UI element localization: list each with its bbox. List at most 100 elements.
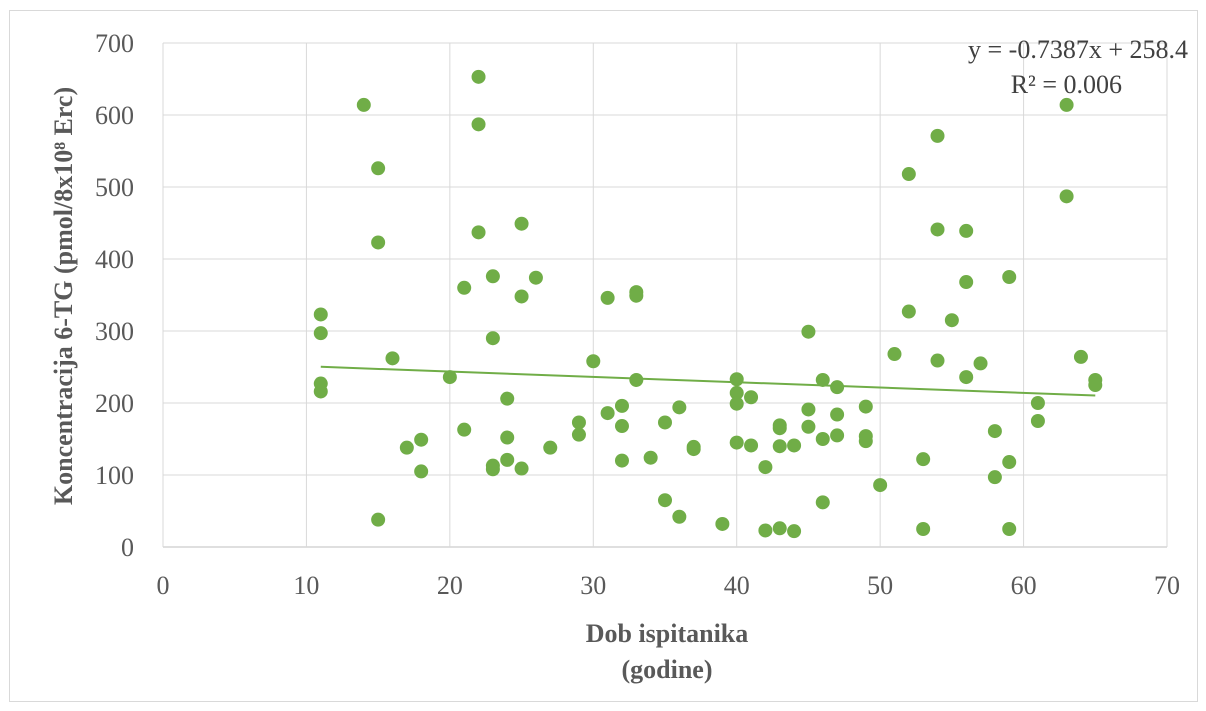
data-point <box>744 438 759 453</box>
x-tick-label: 40 <box>724 571 750 600</box>
data-point <box>801 402 816 417</box>
data-point <box>600 290 615 305</box>
x-tick-label: 70 <box>1154 571 1180 600</box>
data-point <box>1002 270 1017 284</box>
data-point <box>643 450 658 465</box>
data-point <box>399 440 414 455</box>
data-point <box>887 347 902 362</box>
data-point <box>600 406 615 421</box>
data-point <box>858 434 873 449</box>
data-points <box>313 69 1103 539</box>
data-point <box>830 407 845 422</box>
data-point <box>801 324 816 339</box>
data-point <box>1030 414 1045 428</box>
x-tick-label: 10 <box>293 571 319 600</box>
data-point <box>356 97 371 112</box>
data-point <box>787 524 802 539</box>
data-point <box>313 307 328 322</box>
data-point <box>916 522 931 536</box>
data-point <box>500 391 515 406</box>
data-point <box>815 432 830 446</box>
trendline <box>320 365 1096 397</box>
data-point <box>313 326 328 341</box>
data-point <box>901 304 916 319</box>
x-axis-title-line1: Dob ispitanika <box>586 619 749 648</box>
data-point <box>686 442 701 457</box>
y-tick-label: 100 <box>95 461 134 490</box>
data-point <box>815 372 830 387</box>
data-point <box>801 419 816 434</box>
data-point <box>528 270 543 285</box>
data-point <box>442 370 457 385</box>
data-point <box>514 461 529 476</box>
data-point <box>313 384 328 399</box>
data-point <box>672 509 687 524</box>
data-point <box>987 470 1002 485</box>
data-point <box>500 452 515 467</box>
data-point <box>457 422 472 437</box>
y-tick-label: 600 <box>95 101 134 130</box>
data-point <box>414 464 429 479</box>
data-point <box>744 390 759 405</box>
data-point <box>729 385 744 400</box>
data-point <box>944 313 959 328</box>
data-point <box>658 415 672 430</box>
data-point <box>1059 189 1074 204</box>
data-point <box>614 419 629 434</box>
data-point <box>830 380 845 395</box>
data-point <box>987 424 1002 439</box>
data-point <box>471 225 486 240</box>
data-point <box>772 521 787 536</box>
data-point <box>772 439 787 454</box>
y-axis-ticks: 0 100 200 300 400 500 600 700 <box>95 29 134 562</box>
data-point <box>873 478 888 493</box>
y-axis-title: Koncentracija 6-TG (pmol/8x10⁸ Erc) <box>49 87 78 505</box>
data-point <box>629 372 644 387</box>
data-point <box>959 223 974 238</box>
data-point <box>729 396 744 411</box>
data-point <box>571 427 586 442</box>
data-point <box>471 69 486 84</box>
gridlines <box>162 42 1168 548</box>
y-tick-label: 700 <box>95 29 134 58</box>
data-point <box>729 372 744 387</box>
data-point <box>629 288 644 303</box>
data-point <box>1059 97 1074 112</box>
x-tick-label: 20 <box>437 571 463 600</box>
data-point <box>571 415 586 430</box>
x-tick-label: 30 <box>580 571 606 600</box>
data-point <box>858 399 873 414</box>
y-tick-label: 300 <box>95 317 134 346</box>
data-point <box>1002 522 1017 536</box>
x-tick-label: 0 <box>157 571 170 600</box>
data-point <box>471 117 486 132</box>
data-point <box>514 216 529 231</box>
data-point <box>614 453 629 468</box>
data-point <box>485 462 500 477</box>
data-point <box>959 370 974 385</box>
data-point <box>901 167 916 182</box>
data-point <box>658 493 672 508</box>
y-tick-label: 0 <box>121 533 134 562</box>
trendline-equation: y = -0.7387x + 258.4 <box>968 35 1188 64</box>
data-point <box>1088 378 1103 392</box>
x-tick-label: 50 <box>867 571 893 600</box>
data-point <box>916 452 931 467</box>
data-point <box>614 398 629 413</box>
data-point <box>930 128 945 143</box>
data-point <box>815 495 830 510</box>
data-point <box>715 516 730 531</box>
data-point <box>485 331 500 346</box>
chart-area <box>9 10 1198 702</box>
data-point <box>758 523 773 538</box>
x-tick-label: 60 <box>1011 571 1037 600</box>
data-point <box>729 435 744 450</box>
data-point <box>672 400 687 415</box>
data-point <box>772 421 787 436</box>
data-point <box>514 289 529 304</box>
data-point <box>385 351 400 366</box>
data-point <box>973 356 988 371</box>
data-point <box>830 428 845 443</box>
y-tick-label: 400 <box>95 245 134 274</box>
